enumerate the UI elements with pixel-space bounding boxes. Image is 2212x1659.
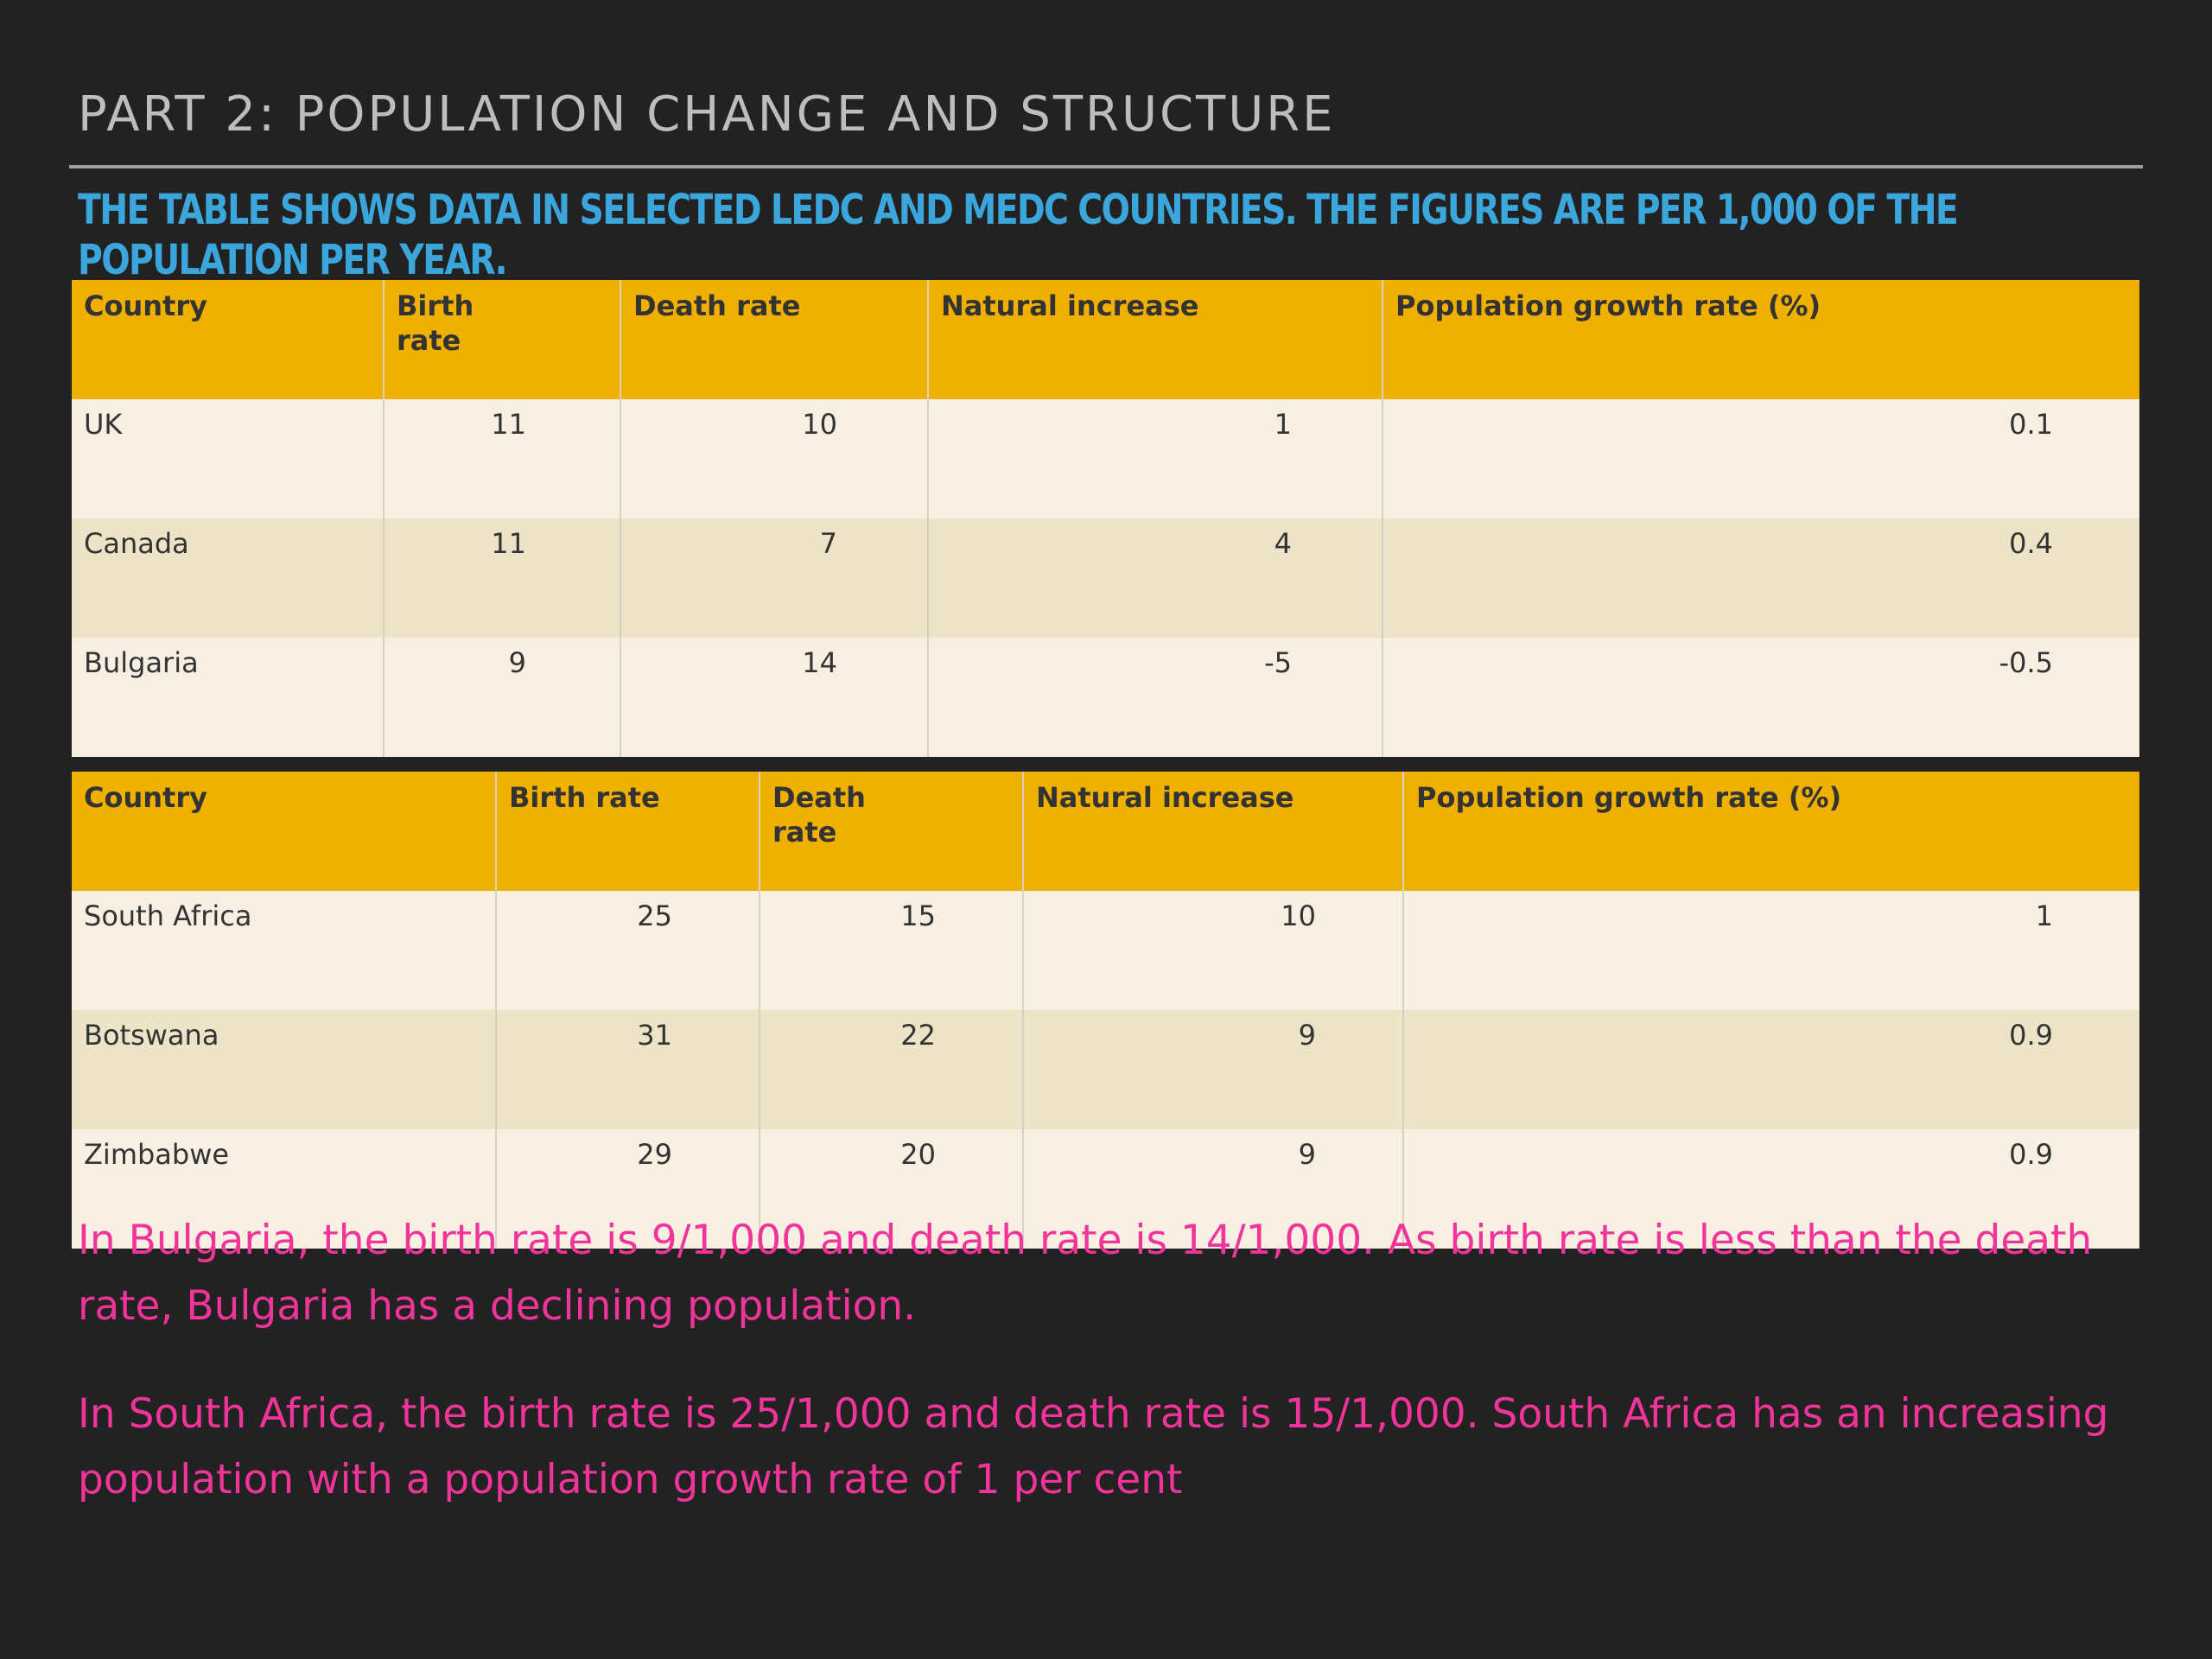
birth-rate-cell: 31 [496, 1010, 760, 1129]
medc-table: Country Birth rate Death rate Natural in… [72, 280, 2139, 757]
birth-rate-cell: 11 [384, 399, 621, 518]
death-rate-cell: 7 [620, 518, 929, 638]
table-caption: THE TABLE SHOWS DATA IN SELECTED LEDC AN… [78, 186, 1959, 284]
growth-rate-cell: 0.4 [1382, 518, 2139, 638]
country-cell: Bulgaria [72, 638, 385, 757]
growth-rate-cell: 0.1 [1382, 399, 2139, 518]
slide-title: PART 2: POPULATION CHANGE AND STRUCTURE [78, 86, 1336, 143]
header-natural-increase: Natural increase [928, 280, 1383, 399]
natural-increase-cell: -5 [928, 638, 1383, 757]
table-row: Zimbabwe 29 20 9 0.9 [72, 1129, 2139, 1249]
header-country: Country [72, 772, 497, 891]
growth-rate-cell: 0.9 [1403, 1129, 2139, 1249]
table-row: Canada 11 7 4 0.4 [72, 518, 2139, 638]
natural-increase-cell: 9 [1023, 1129, 1404, 1249]
country-cell: UK [72, 399, 385, 518]
bulgaria-explanation: In Bulgaria, the birth rate is 9/1,000 a… [78, 1217, 2093, 1330]
table-header-row: Country Birth rate Death rate Natural in… [72, 772, 2139, 891]
header-death-rate: Death rate [620, 280, 929, 399]
header-country: Country [72, 280, 385, 399]
birth-rate-cell: 25 [496, 891, 760, 1010]
country-cell: South Africa [72, 891, 497, 1010]
death-rate-cell: 20 [760, 1129, 1024, 1249]
birth-rate-cell: 29 [496, 1129, 760, 1249]
natural-increase-cell: 10 [1023, 891, 1404, 1010]
birth-rate-cell: 11 [384, 518, 621, 638]
death-rate-cell: 15 [760, 891, 1024, 1010]
header-growth-rate: Population growth rate (%) [1382, 280, 2139, 399]
country-cell: Zimbabwe [72, 1129, 497, 1249]
header-death-rate: Death rate [760, 772, 1024, 891]
country-cell: Botswana [72, 1010, 497, 1129]
header-natural-increase: Natural increase [1023, 772, 1404, 891]
ledc-table: Country Birth rate Death rate Natural in… [72, 772, 2139, 1249]
death-rate-cell: 10 [620, 399, 929, 518]
south-africa-explanation: In South Africa, the birth rate is 25/1,… [78, 1390, 2109, 1503]
table-row: Bulgaria 9 14 -5 -0.5 [72, 638, 2139, 757]
death-rate-cell: 22 [760, 1010, 1024, 1129]
growth-rate-cell: 0.9 [1403, 1010, 2139, 1129]
natural-increase-cell: 1 [928, 399, 1383, 518]
natural-increase-cell: 9 [1023, 1010, 1404, 1129]
header-birth-rate: Birth rate [384, 280, 621, 399]
growth-rate-cell: -0.5 [1382, 638, 2139, 757]
header-growth-rate: Population growth rate (%) [1403, 772, 2139, 891]
header-birth-rate: Birth rate [496, 772, 760, 891]
table-row: UK 11 10 1 0.1 [72, 399, 2139, 518]
growth-rate-cell: 1 [1403, 891, 2139, 1010]
country-cell: Canada [72, 518, 385, 638]
table-row: South Africa 25 15 10 1 [72, 891, 2139, 1010]
death-rate-cell: 14 [620, 638, 929, 757]
natural-increase-cell: 4 [928, 518, 1383, 638]
table-row: Botswana 31 22 9 0.9 [72, 1010, 2139, 1129]
title-divider [69, 165, 2143, 168]
table-header-row: Country Birth rate Death rate Natural in… [72, 280, 2139, 399]
birth-rate-cell: 9 [384, 638, 621, 757]
